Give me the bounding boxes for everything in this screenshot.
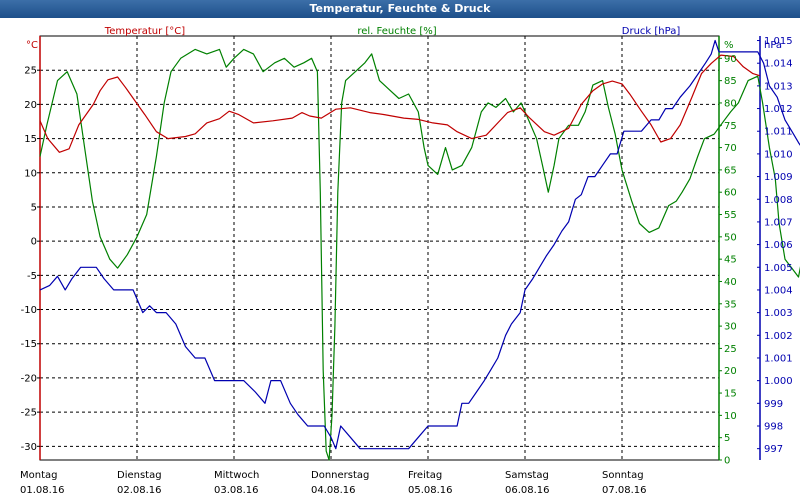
pressure-unit-label: hPa xyxy=(764,40,782,51)
series-line-humidity xyxy=(39,48,800,461)
plot-area xyxy=(39,35,720,461)
date-label: 04.08.16 xyxy=(311,485,356,496)
temperature-tick-label: -25 xyxy=(21,408,37,419)
humidity-tick-label: 30 xyxy=(724,322,737,333)
pressure-tick-label: 1.005 xyxy=(764,263,793,274)
pressure-tick-label: 999 xyxy=(764,399,783,410)
day-labels: Montag 01.08.16 Dienstag 02.08.16 Mittwoch 03… xyxy=(20,470,647,496)
date-label: 06.08.16 xyxy=(505,485,550,496)
humidity-tick-label: 50 xyxy=(724,232,737,243)
humidity-tick-label: 15 xyxy=(724,389,737,400)
pressure-tick-label: 1.013 xyxy=(764,81,793,92)
humidity-tick-label: 0 xyxy=(724,456,730,467)
pressure-tick-label: 1.006 xyxy=(764,240,793,251)
pressure-tick-label: 1.007 xyxy=(764,217,793,228)
pressure-tick-label: 1.011 xyxy=(764,127,793,138)
pressure-tick-label: 1.015 xyxy=(764,36,793,47)
temperature-tick-label: 5 xyxy=(31,202,37,213)
humidity-tick-label: 10 xyxy=(724,411,737,422)
temperature-tick-label: -15 xyxy=(21,339,37,350)
series-line-pressure xyxy=(39,39,800,450)
humidity-tick-label: 40 xyxy=(724,277,737,288)
temperature-tick-label: 25 xyxy=(24,66,37,77)
pressure-tick-label: 998 xyxy=(764,421,783,432)
temperature-tick-label: 0 xyxy=(31,237,37,248)
pressure-tick-label: 1.004 xyxy=(764,285,793,296)
humidity-tick-label: 80 xyxy=(724,98,737,109)
humidity-tick-label: 25 xyxy=(724,344,737,355)
window-title: Temperatur, Feuchte & Druck xyxy=(0,0,800,18)
horizontal-gridlines xyxy=(40,69,719,447)
humidity-tick-label: 35 xyxy=(724,299,737,310)
pressure-tick-label: 1.010 xyxy=(764,149,793,160)
vertical-gridlines xyxy=(136,36,623,460)
humidity-tick-label: 70 xyxy=(724,143,737,154)
temperature-tick-label: -30 xyxy=(21,442,37,453)
legend-pressure: Druck [hPa] xyxy=(622,26,681,37)
temperature-ticks: 25 20 15 10 5 0 -5 -10 -15 -20 -25 -30 xyxy=(21,66,40,453)
temperature-tick-label: 10 xyxy=(24,168,37,179)
pressure-tick-label: 1.008 xyxy=(764,195,793,206)
date-label: 05.08.16 xyxy=(408,485,453,496)
humidity-tick-label: 85 xyxy=(724,76,737,87)
legend-temperature: Temperatur [°C] xyxy=(104,26,185,37)
date-label: 02.08.16 xyxy=(117,485,162,496)
humidity-tick-label: 90 xyxy=(724,54,737,65)
pressure-tick-label: 1.001 xyxy=(764,353,793,364)
temperature-tick-label: -20 xyxy=(21,373,37,384)
pressure-ticks: 1.015 1.014 1.013 1.012 1.011 1.010 1.009 1.008… xyxy=(757,36,793,455)
series-layer xyxy=(39,39,800,461)
pressure-tick-label: 1.012 xyxy=(764,104,793,115)
day-label: Mittwoch xyxy=(214,470,259,481)
day-label: Samstag xyxy=(505,470,549,481)
day-label: Montag xyxy=(20,470,57,481)
day-label: Freitag xyxy=(408,470,442,481)
pressure-tick-label: 1.000 xyxy=(764,376,793,387)
humidity-tick-label: 5 xyxy=(724,433,730,444)
date-label: 03.08.16 xyxy=(214,485,259,496)
humidity-tick-label: 75 xyxy=(724,121,737,132)
temperature-tick-label: -10 xyxy=(21,305,37,316)
series-line-temperature xyxy=(39,54,760,153)
temperature-tick-label: -5 xyxy=(27,271,37,282)
pressure-tick-label: 1.002 xyxy=(764,331,793,342)
humidity-tick-label: 60 xyxy=(724,188,737,199)
humidity-tick-label: 20 xyxy=(724,366,737,377)
pressure-tick-label: 1.003 xyxy=(764,308,793,319)
day-label: Dienstag xyxy=(117,470,162,481)
legend-humidity: rel. Feuchte [%] xyxy=(357,26,436,37)
day-label: Sonntag xyxy=(602,470,644,481)
humidity-tick-label: 65 xyxy=(724,165,737,176)
temperature-unit-label: °C xyxy=(26,40,38,51)
date-label: 01.08.16 xyxy=(20,485,65,496)
humidity-tick-label: 45 xyxy=(724,255,737,266)
day-label: Donnerstag xyxy=(311,470,369,481)
temperature-tick-label: 20 xyxy=(24,100,37,111)
pressure-tick-label: 1.009 xyxy=(764,172,793,183)
temperature-tick-label: 15 xyxy=(24,134,37,145)
humidity-unit-label: % xyxy=(724,40,734,51)
humidity-tick-label: 55 xyxy=(724,210,737,221)
date-label: 07.08.16 xyxy=(602,485,647,496)
pressure-tick-label: 997 xyxy=(764,444,783,455)
pressure-tick-label: 1.014 xyxy=(764,59,793,70)
